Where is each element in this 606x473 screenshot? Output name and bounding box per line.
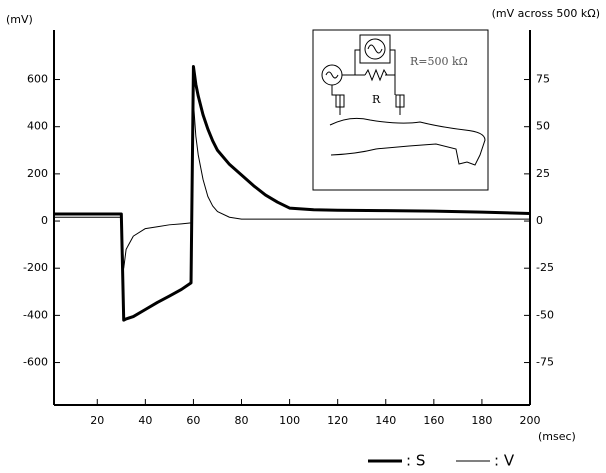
x-tick-label: 160 [423,414,444,427]
y2-tick-label: 50 [536,120,550,133]
x-tick-label: 180 [471,414,492,427]
y-tick-label: -600 [23,356,48,369]
y2-tick-label: -25 [536,261,554,274]
y-axis-label: (mV) [6,13,33,26]
x-tick-label: 140 [375,414,396,427]
series-line [54,101,530,269]
x-tick-label: 60 [186,414,200,427]
x-axis-label: (msec) [538,430,576,443]
series-line [54,65,531,322]
y-tick-label: -200 [23,261,48,274]
y2-tick-label: 0 [536,214,543,227]
y2-tick-label: 75 [536,73,550,86]
x-tick-label: 40 [138,414,152,427]
inset-resistor-label: R [372,93,381,106]
y2-tick-label: 25 [536,167,550,180]
y-tick-label: 0 [41,214,48,227]
y-tick-label: 200 [27,167,48,180]
x-tick-label: 100 [279,414,300,427]
legend-label: : S [406,452,425,470]
x-tick-label: 20 [90,414,104,427]
y2-axis-label: (mV across 500 kΩ) [492,7,600,20]
legend-label: : V [494,452,515,470]
y-tick-label: -400 [23,308,48,321]
x-tick-label: 120 [327,414,348,427]
y2-tick-label: -75 [536,356,554,369]
x-tick-label: 200 [520,414,541,427]
y2-tick-label: -50 [536,308,554,321]
inset-label: R=500 kΩ [410,55,468,68]
y-tick-label: 400 [27,120,48,133]
x-tick-label: 80 [235,414,249,427]
inset-diagram [312,29,489,191]
y-tick-label: 600 [27,73,48,86]
